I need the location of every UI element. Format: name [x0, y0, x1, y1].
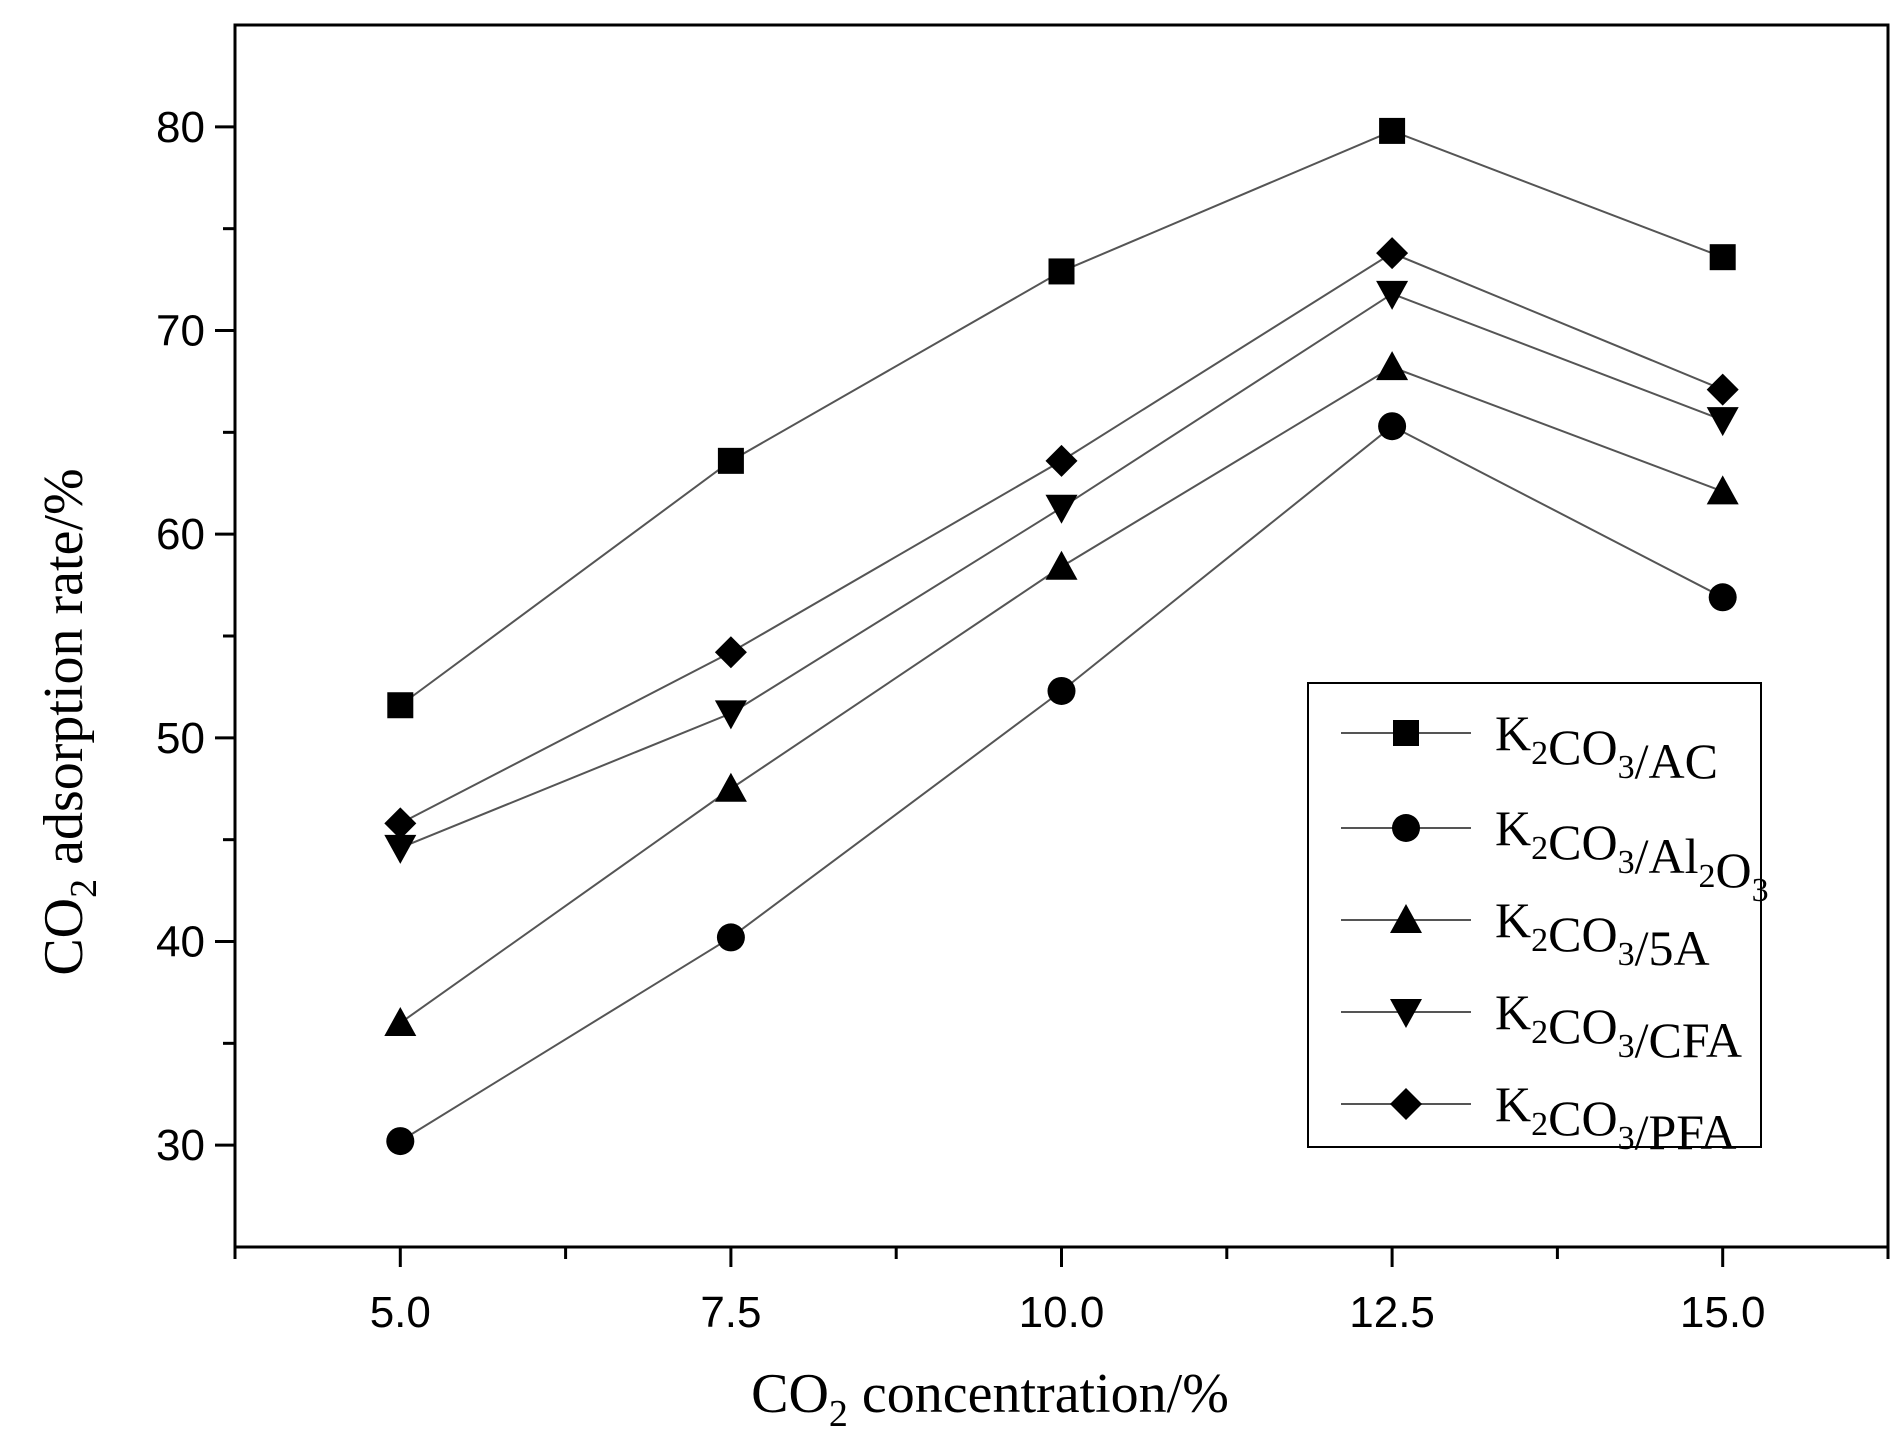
data-point-0-3: [1379, 117, 1406, 144]
x-tick-label: 10.0: [1019, 1288, 1105, 1337]
data-point-4-0: [384, 807, 417, 840]
y-tick-label: 70: [156, 307, 205, 356]
data-point-3-3: [1376, 280, 1409, 310]
series-line-0: [399, 129, 1724, 707]
legend-label-2: K2CO3/5A: [1495, 892, 1710, 976]
data-point-1-0: [386, 1127, 415, 1156]
data-point-4-2: [1045, 444, 1078, 477]
legend-marker-1: [1392, 814, 1420, 842]
data-point-2-0: [384, 1006, 417, 1036]
y-tick-label: 30: [156, 1121, 205, 1170]
data-point-3-0: [384, 834, 417, 864]
legend-label-0: K2CO3/AC: [1495, 705, 1718, 789]
data-point-2-2: [1045, 550, 1078, 580]
data-point-1-2: [1047, 676, 1076, 705]
legend-marker-4: [1390, 1088, 1422, 1120]
legend-label-3: K2CO3/CFA: [1495, 984, 1742, 1068]
data-point-1-1: [716, 923, 745, 952]
x-axis-title: CO2 concentration/%: [751, 1363, 1229, 1435]
data-point-2-3: [1376, 351, 1409, 381]
x-tick-label: 15.0: [1680, 1288, 1766, 1337]
y-tick-label: 50: [156, 714, 205, 763]
data-point-1-3: [1378, 412, 1407, 441]
y-tick-label: 60: [156, 510, 205, 559]
plot-markers: [384, 117, 1739, 1156]
y-tick-label: 40: [156, 918, 205, 967]
y-axis-title: CO2 adsorption rate/%: [33, 468, 105, 975]
data-point-4-4: [1706, 373, 1739, 406]
legend-marker-3: [1390, 999, 1422, 1028]
data-point-3-1: [714, 700, 747, 730]
legend-label-4: K2CO3/PFA: [1495, 1076, 1736, 1160]
legend: K2CO3/AC K2CO3/Al2O3K2CO3/5AK2CO3/CFAK2CO…: [1307, 682, 1769, 1160]
data-point-0-4: [1709, 244, 1736, 271]
x-tick-label: 7.5: [700, 1288, 761, 1337]
data-point-2-1: [714, 772, 747, 802]
legend-marker-2: [1390, 904, 1422, 933]
data-point-4-1: [714, 636, 747, 669]
y-tick-label: 80: [156, 103, 205, 152]
data-point-0-0: [387, 692, 414, 719]
data-point-3-4: [1706, 407, 1739, 437]
legend-marker-0: [1393, 720, 1419, 746]
x-tick-label: 12.5: [1349, 1288, 1435, 1337]
x-tick-label: 5.0: [370, 1288, 431, 1337]
ticks: 30 40 50 60 70 80 5.0 7.5 10.0 12.5 15.0: [156, 103, 1890, 1337]
data-point-1-4: [1708, 583, 1737, 612]
data-point-3-2: [1045, 494, 1078, 524]
data-point-2-4: [1706, 475, 1739, 505]
data-point-0-1: [717, 447, 744, 474]
data-point-0-2: [1048, 258, 1075, 285]
legend-box: [1307, 682, 1762, 1148]
legend-label-1: K2CO3/Al2O3: [1495, 800, 1769, 909]
data-point-4-3: [1376, 237, 1409, 270]
